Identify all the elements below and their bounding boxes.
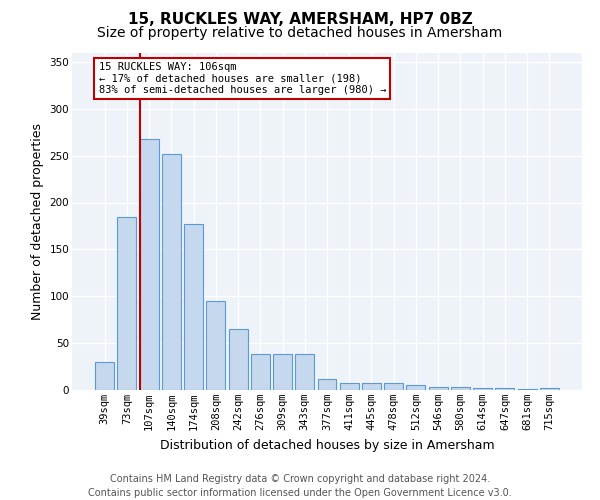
Bar <box>473 388 492 390</box>
Bar <box>162 154 181 390</box>
Bar <box>384 384 403 390</box>
Text: Contains HM Land Registry data © Crown copyright and database right 2024.
Contai: Contains HM Land Registry data © Crown c… <box>88 474 512 498</box>
Bar <box>295 354 314 390</box>
Bar <box>496 388 514 390</box>
Bar <box>95 362 114 390</box>
Bar <box>273 354 292 390</box>
Bar <box>518 389 536 390</box>
Y-axis label: Number of detached properties: Number of detached properties <box>31 122 44 320</box>
Bar <box>184 224 203 390</box>
Bar <box>406 386 425 390</box>
Bar <box>251 354 270 390</box>
Bar <box>451 387 470 390</box>
Text: 15, RUCKLES WAY, AMERSHAM, HP7 0BZ: 15, RUCKLES WAY, AMERSHAM, HP7 0BZ <box>128 12 472 28</box>
Bar <box>140 138 158 390</box>
Bar <box>317 379 337 390</box>
Bar <box>229 329 248 390</box>
Bar <box>340 382 359 390</box>
Text: 15 RUCKLES WAY: 106sqm
← 17% of detached houses are smaller (198)
83% of semi-de: 15 RUCKLES WAY: 106sqm ← 17% of detached… <box>98 62 386 95</box>
Bar <box>429 387 448 390</box>
Bar <box>118 216 136 390</box>
Bar <box>362 384 381 390</box>
Bar <box>540 388 559 390</box>
Bar <box>206 301 225 390</box>
Text: Size of property relative to detached houses in Amersham: Size of property relative to detached ho… <box>97 26 503 40</box>
X-axis label: Distribution of detached houses by size in Amersham: Distribution of detached houses by size … <box>160 438 494 452</box>
